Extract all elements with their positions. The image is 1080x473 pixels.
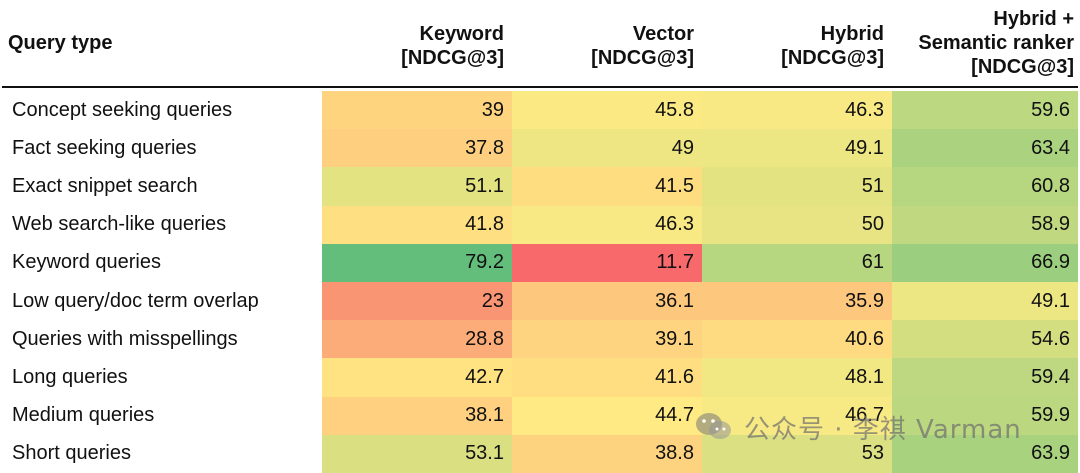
heatmap-cell: 51	[702, 167, 892, 206]
heatmap-cell: 60.8	[892, 167, 1078, 206]
heatmap-cell: 53	[702, 434, 892, 473]
table-row: Long queries 42.7 41.6 48.1 59.4	[2, 358, 1078, 397]
heatmap-cell: 51.1	[322, 167, 512, 206]
row-label: Long queries	[12, 365, 128, 388]
heatmap-cell: 59.9	[892, 396, 1078, 435]
header-hybrid-semantic: Hybrid + Semantic ranker [NDCG@3]	[918, 8, 1074, 78]
row-label: Web search-like queries	[12, 213, 227, 236]
table-row: Exact snippet search 51.1 41.5 51 60.8	[2, 167, 1078, 206]
heatmap-cell: 46.3	[702, 91, 892, 130]
row-label: Fact seeking queries	[12, 136, 197, 159]
heatmap-cell: 49.1	[702, 129, 892, 168]
heatmap-cell: 63.4	[892, 129, 1078, 168]
heatmap-cell: 54.6	[892, 320, 1078, 359]
heatmap-cell: 42.7	[322, 358, 512, 397]
table-row: Keyword queries 79.2 11.7 61 66.9	[2, 243, 1078, 282]
heatmap-cell: 35.9	[702, 282, 892, 321]
heatmap-cell: 59.4	[892, 358, 1078, 397]
row-label: Low query/doc term overlap	[12, 289, 259, 312]
heatmap-cell: 50	[702, 205, 892, 244]
heatmap-cell: 59.6	[892, 91, 1078, 130]
heatmap-cell: 49.1	[892, 282, 1078, 321]
table-row: Web search-like queries 41.8 46.3 50 58.9	[2, 205, 1078, 244]
heatmap-cell: 40.6	[702, 320, 892, 359]
heatmap-cell: 45.8	[512, 91, 702, 130]
row-label: Queries with misspellings	[12, 327, 238, 350]
heatmap-cell: 63.9	[892, 434, 1078, 473]
header-row: Query type Keyword [NDCG@3] Vector [NDCG…	[2, 0, 1078, 88]
header-keyword: Keyword [NDCG@3]	[401, 23, 504, 69]
heatmap-cell: 36.1	[512, 282, 702, 321]
row-label: Keyword queries	[12, 251, 161, 274]
heatmap-cell: 28.8	[322, 320, 512, 359]
heatmap-cell: 38.8	[512, 434, 702, 473]
heatmap-cell: 39.1	[512, 320, 702, 359]
header-query-type: Query type	[8, 32, 113, 54]
heatmap-cell: 61	[702, 243, 892, 282]
heatmap-cell: 41.5	[512, 167, 702, 206]
heatmap-cell: 11.7	[512, 243, 702, 282]
heatmap-cell: 79.2	[322, 243, 512, 282]
table-row: Low query/doc term overlap 23 36.1 35.9 49.1	[2, 282, 1078, 321]
table-row: Fact seeking queries 37.8 49 49.1 63.4	[2, 129, 1078, 168]
heatmap-cell: 66.9	[892, 243, 1078, 282]
row-label: Concept seeking queries	[12, 98, 233, 121]
heatmap-cell: 37.8	[322, 129, 512, 168]
row-label: Exact snippet search	[12, 174, 198, 197]
heatmap-cell: 38.1	[322, 396, 512, 435]
table-row: Queries with misspellings 28.8 39.1 40.6 54.…	[2, 320, 1078, 359]
heatmap-cell: 58.9	[892, 205, 1078, 244]
heatmap-cell: 41.6	[512, 358, 702, 397]
heatmap-cell: 39	[322, 91, 512, 130]
heatmap-cell: 48.1	[702, 358, 892, 397]
heatmap-cell: 41.8	[322, 205, 512, 244]
row-label: Short queries	[12, 442, 131, 465]
heatmap-cell: 46.3	[512, 205, 702, 244]
table-row: Concept seeking queries 39 45.8 46.3 59.6	[2, 91, 1078, 130]
heatmap-cell: 49	[512, 129, 702, 168]
heatmap-cell: 23	[322, 282, 512, 321]
heatmap-cell: 46.7	[702, 396, 892, 435]
heatmap-cell: 44.7	[512, 396, 702, 435]
row-label: Medium queries	[12, 404, 155, 427]
heatmap-cell: 53.1	[322, 434, 512, 473]
header-vector: Vector [NDCG@3]	[591, 23, 694, 69]
table-row: Short queries 53.1 38.8 53 63.9	[2, 434, 1078, 473]
header-hybrid: Hybrid [NDCG@3]	[781, 23, 884, 69]
table-row: Medium queries 38.1 44.7 46.7 59.9	[2, 396, 1078, 435]
